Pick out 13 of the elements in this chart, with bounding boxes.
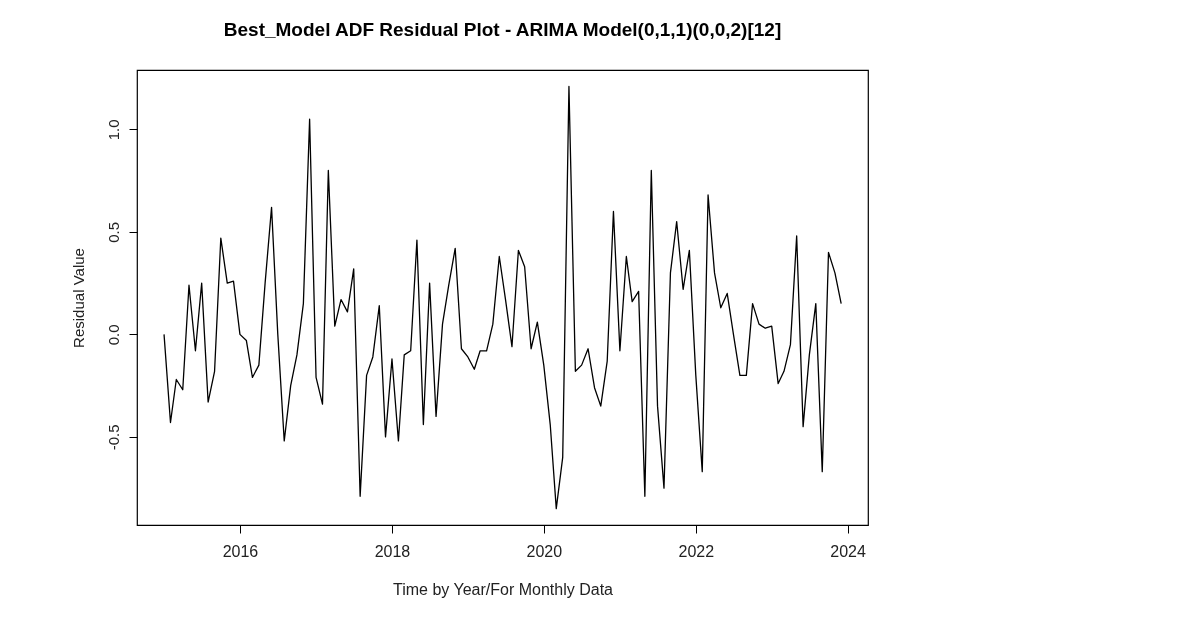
y-tick-label: 0.0 xyxy=(104,324,122,346)
chart-title: Best_Model ADF Residual Plot - ARIMA Model(0,1,1)(0,0,2)[12] xyxy=(223,19,782,40)
y-axis-title: Residual Value xyxy=(69,248,87,348)
y-tick-label: -0.5 xyxy=(104,424,122,451)
x-tick-label: 2022 xyxy=(678,542,715,560)
x-tick-label: 2024 xyxy=(830,542,867,560)
x-tick-label: 2016 xyxy=(222,542,259,560)
x-axis-title: Time by Year/For Monthly Data xyxy=(393,580,614,598)
y-tick-label: 0.5 xyxy=(104,221,122,243)
x-tick-label: 2018 xyxy=(374,542,411,560)
y-tick-label: 1.0 xyxy=(104,119,122,141)
x-tick-label: 2020 xyxy=(526,542,563,560)
line-series xyxy=(163,85,842,510)
